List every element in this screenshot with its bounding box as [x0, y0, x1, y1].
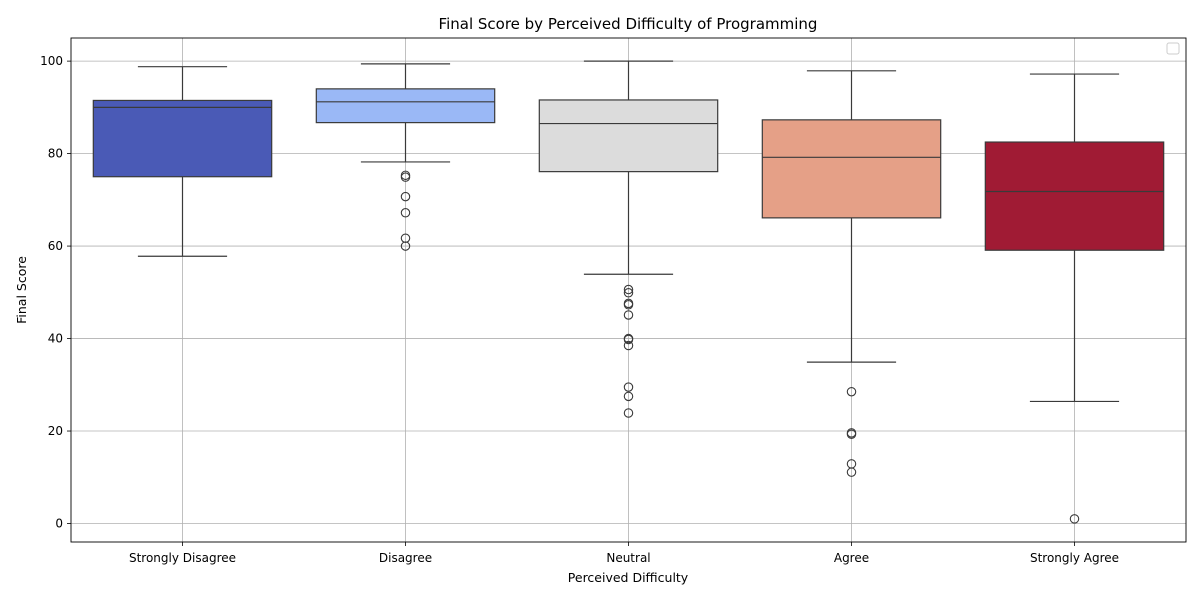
outlier-point — [623, 288, 634, 298]
x-tick-label: Disagree — [379, 551, 432, 565]
legend-box — [1166, 42, 1180, 55]
y-tick-label: 80 — [48, 147, 63, 161]
y-tick-label: 60 — [48, 239, 63, 253]
box-iqr — [92, 99, 273, 178]
outlier-point — [846, 467, 857, 477]
y-tick-label: 0 — [55, 517, 63, 531]
outlier-point — [400, 208, 411, 218]
y-tick-label: 20 — [48, 424, 63, 438]
x-tick-label: Strongly Disagree — [129, 551, 236, 565]
outlier-point — [623, 284, 634, 295]
x-tick-label: Neutral — [606, 551, 650, 565]
outlier-point — [623, 334, 634, 345]
box-iqr — [984, 141, 1165, 251]
box-iqr — [315, 88, 496, 124]
outlier-point — [400, 172, 411, 182]
x-tick-label: Strongly Agree — [1030, 551, 1119, 565]
x-axis-label: Perceived Difficulty — [568, 570, 689, 585]
y-axis-label: Final Score — [14, 256, 29, 324]
outlier-point — [1069, 514, 1080, 524]
y-tick-label: 100 — [40, 54, 63, 68]
outlier-point — [400, 241, 411, 251]
x-axis-ticks: Strongly Disagree Disagree Neutral Agree Str… — [129, 542, 1119, 565]
outlier-point — [623, 310, 634, 320]
box-iqr — [761, 119, 942, 219]
y-axis-ticks: 0 20 40 60 80 100 — [40, 54, 71, 531]
outlier-point — [623, 340, 634, 351]
outlier-point — [846, 429, 857, 440]
outlier-point — [846, 386, 857, 397]
outlier-point — [400, 191, 411, 202]
box-iqr — [538, 99, 719, 173]
y-tick-label: 40 — [48, 332, 63, 346]
outlier-point — [623, 391, 634, 402]
outlier-point — [623, 382, 634, 392]
outlier-point — [623, 300, 634, 310]
outlier-points — [400, 170, 1080, 524]
chart-title: Final Score by Perceived Difficulty of P… — [439, 15, 818, 33]
outlier-point — [623, 408, 634, 418]
box-series — [92, 60, 1165, 403]
x-tick-label: Agree — [834, 551, 869, 565]
